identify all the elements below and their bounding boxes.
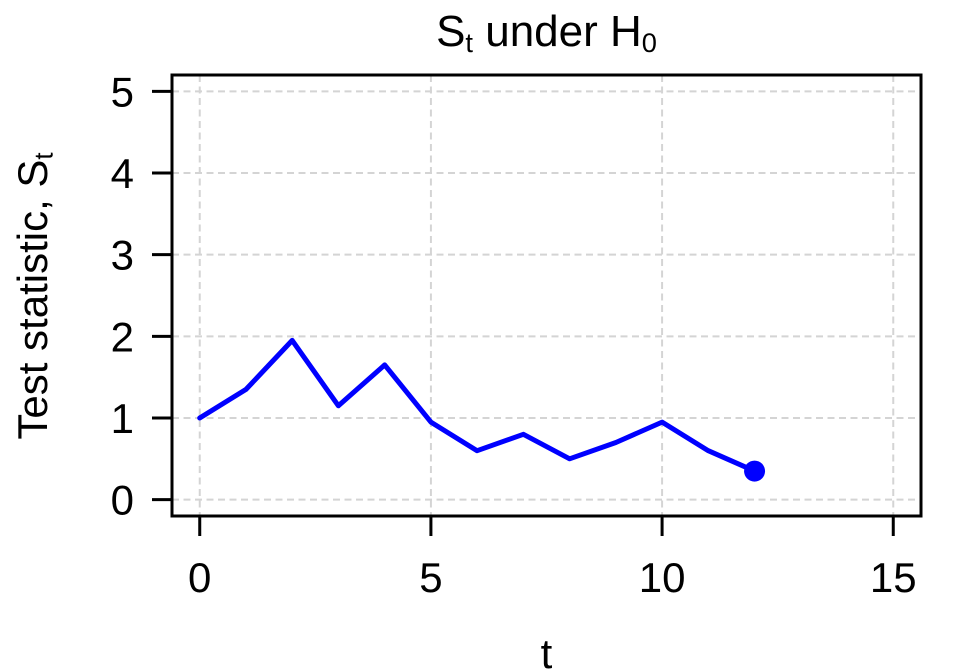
title-subscript-0: 0 <box>641 27 657 58</box>
y-tick-label: 0 <box>111 477 134 524</box>
x-tick-label: 5 <box>419 554 442 601</box>
plot-title: St under H0 <box>172 6 921 58</box>
x-tick-label: 0 <box>188 554 211 601</box>
y-tick-label: 2 <box>111 313 134 360</box>
y-tick-label: 4 <box>111 150 134 197</box>
x-tick-label: 15 <box>870 554 917 601</box>
y-tick-label: 5 <box>111 68 134 115</box>
end-point-marker <box>744 460 766 482</box>
y-tick-label: 1 <box>111 395 134 442</box>
plot-box <box>170 73 923 518</box>
x-axis-label: t <box>540 630 553 672</box>
series-line <box>197 337 758 474</box>
y-tick-label: 3 <box>111 232 134 279</box>
title-text: S <box>436 7 466 56</box>
x-tick-label: 10 <box>639 554 686 601</box>
y-axis-label-subscript: t <box>28 152 59 160</box>
y-axis-label: Test statistic, St <box>9 152 59 440</box>
title-text-rest: under H <box>473 7 642 56</box>
title-subscript-t: t <box>465 27 473 58</box>
y-axis-label-text: Test statistic, S <box>9 159 56 440</box>
